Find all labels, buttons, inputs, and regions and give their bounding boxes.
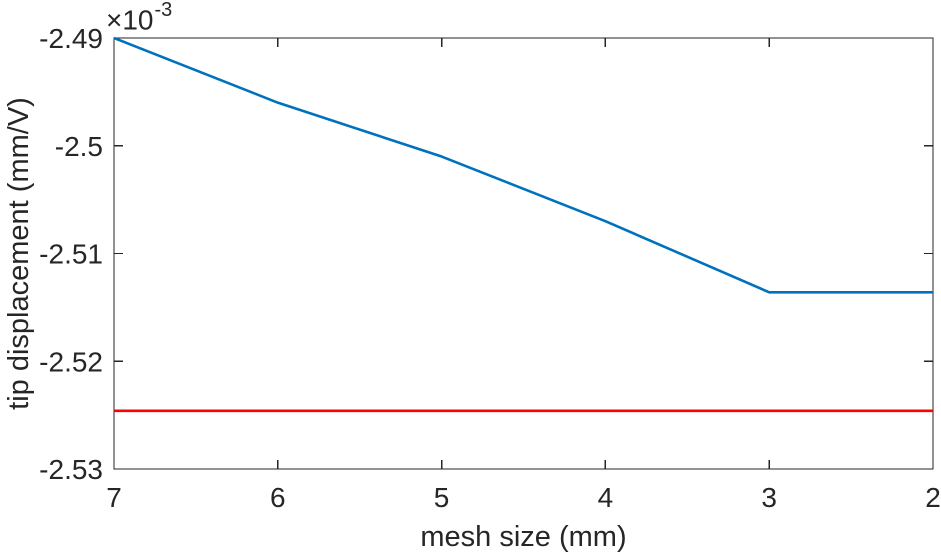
x-tick-label: 5 [434, 482, 450, 513]
y-tick-label: -2.51 [39, 239, 103, 270]
x-tick-label: 7 [106, 482, 122, 513]
y-axis-exponent-label: ×10-3 [106, 0, 173, 36]
x-axis-title: mesh size (mm) [420, 521, 627, 553]
exponent-base: ×10 [106, 4, 154, 36]
y-tick-label: -2.5 [55, 131, 103, 162]
x-tick-label: 6 [270, 482, 286, 513]
x-tick-label: 4 [598, 482, 614, 513]
exponent-power: -3 [154, 0, 173, 21]
x-tick-label: 3 [761, 482, 777, 513]
y-axis-title: tip displacement (mm/V) [3, 97, 35, 410]
y-tick-label: -2.52 [39, 346, 103, 377]
y-tick-label: -2.49 [39, 23, 103, 54]
plot-box [113, 37, 934, 470]
y-tick-label: -2.53 [39, 454, 103, 485]
series-blue-line [113, 36, 933, 294]
x-tick-label: 2 [925, 482, 941, 513]
